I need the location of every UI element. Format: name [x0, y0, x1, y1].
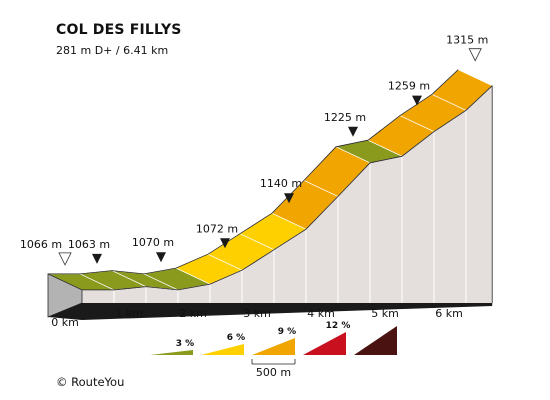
profile-surface [47, 69, 493, 291]
profile-wall-face [82, 85, 493, 303]
legend-label: 12 % [326, 321, 351, 331]
marker-triangle [412, 95, 422, 106]
km-tick-label: 4 km [307, 307, 335, 320]
marker-triangle-outline [58, 252, 72, 266]
marker-triangle [92, 253, 102, 264]
altitude-markers: 1066 m 1063 m 1070 m 1072 m 1140 m 1225 m 1259… [20, 34, 488, 266]
scale-bar-label: 500 m [256, 366, 291, 379]
altitude-label: 1066 m [20, 238, 62, 251]
marker-triangle-outline [468, 48, 482, 62]
legend-label: 3 % [176, 339, 194, 349]
chart-subtitle: 281 m D+ / 6.41 km [56, 44, 169, 57]
km-tick-label: 5 km [371, 307, 399, 320]
copyright-text: © RouteYou [56, 375, 125, 389]
legend-label: 9 % [278, 327, 296, 337]
altitude-label: 1140 m [260, 177, 302, 190]
legend-swatch [150, 350, 193, 355]
altitude-label: 1072 m [196, 222, 238, 235]
km-tick-label: 2 km [179, 307, 207, 320]
legend-label: 6 % [227, 333, 245, 343]
gradient-legend: 3 % 6 % 9 % 12 % 500 m [150, 321, 397, 379]
legend-swatch [252, 338, 295, 355]
profile-far-edge [82, 85, 493, 291]
legend-swatch [303, 332, 346, 355]
legend-swatch [354, 326, 397, 355]
altitude-label: 1315 m [446, 34, 488, 47]
km-ticks: 0 km 1 km 2 km 3 km 4 km 5 km 6 km [51, 307, 463, 329]
altitude-label: 1070 m [132, 236, 174, 249]
chart-title: COL DES FILLYS [56, 22, 182, 38]
marker-triangle [284, 193, 294, 204]
km-tick-label: 1 km [115, 307, 143, 320]
km-tick-label: 0 km [51, 316, 79, 329]
altitude-label: 1063 m [68, 238, 110, 251]
km-tick-label: 3 km [243, 307, 271, 320]
profile-near-edge [48, 69, 459, 275]
altitude-label: 1225 m [324, 111, 366, 124]
marker-triangle [220, 238, 230, 249]
marker-triangle [156, 252, 166, 263]
marker-triangle [348, 126, 358, 137]
altitude-label: 1259 m [388, 80, 430, 93]
base-slab [48, 303, 493, 320]
profile-front [47, 273, 493, 320]
km-tick-label: 6 km [435, 307, 463, 320]
legend-swatch [201, 344, 244, 355]
